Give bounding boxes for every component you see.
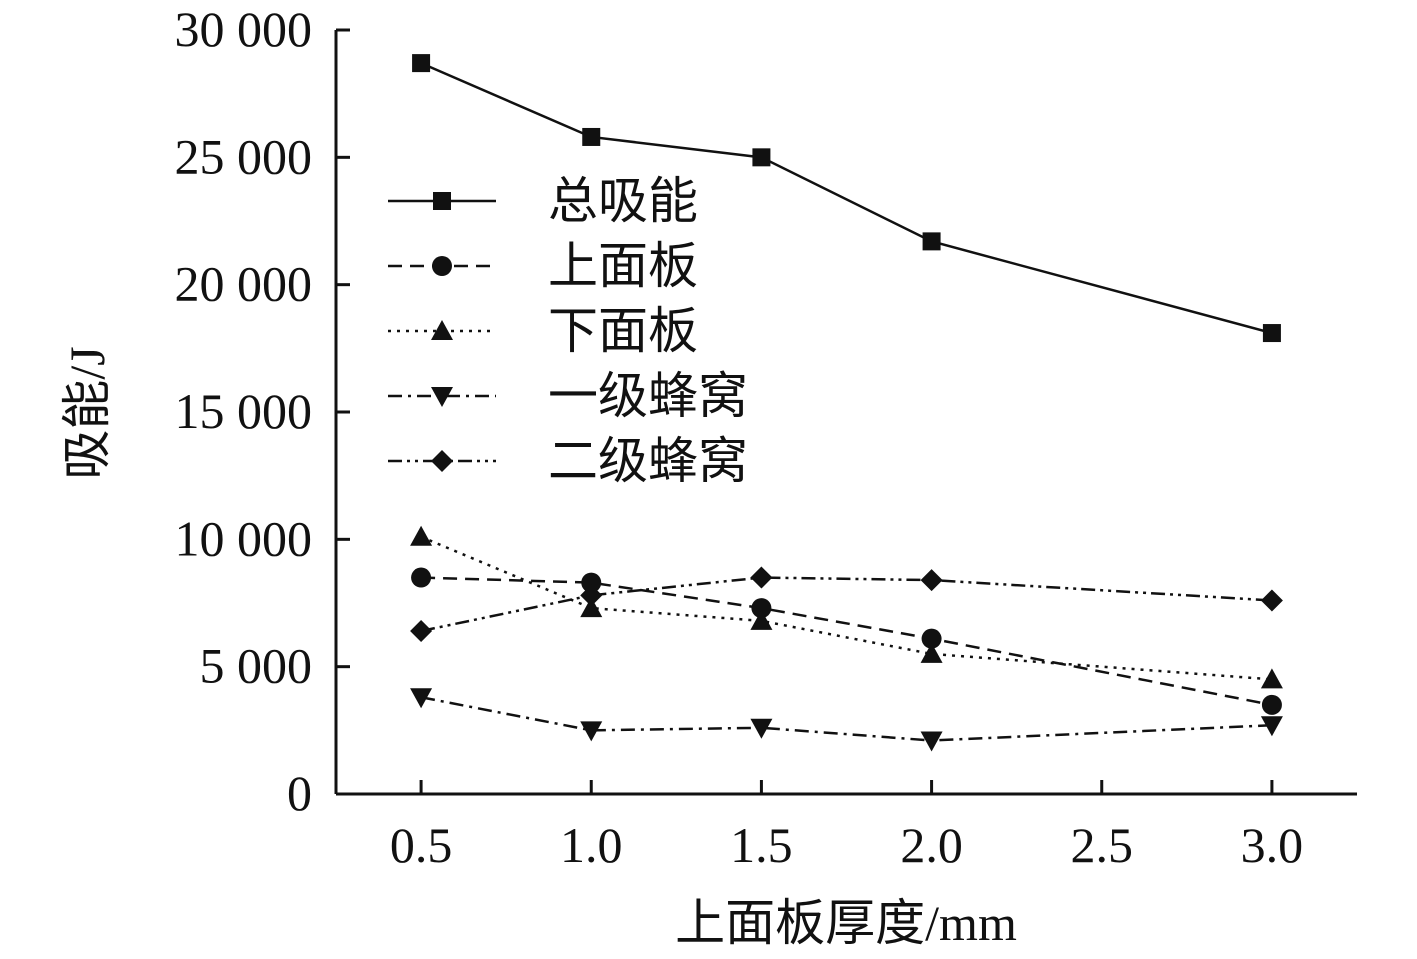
x-tick-label: 1.5 xyxy=(730,817,793,873)
y-tick-label: 10 000 xyxy=(175,510,313,566)
y-axis-title: 吸能/J xyxy=(59,346,115,479)
legend-item: 下面板 xyxy=(388,303,698,359)
data-point-triangle-up xyxy=(410,525,433,546)
data-point-square xyxy=(752,148,771,167)
data-point-triangle-up xyxy=(1260,668,1283,689)
data-point-square xyxy=(1262,324,1281,343)
legend-marker-triangle-up xyxy=(431,320,453,340)
data-point-circle xyxy=(751,598,772,619)
legend-label: 上面板 xyxy=(548,238,698,294)
data-point-triangle-down xyxy=(580,721,603,742)
legend-marker-triangle-down xyxy=(431,387,453,407)
legend-marker-diamond xyxy=(431,450,453,472)
data-point-circle xyxy=(581,572,602,593)
y-tick-label: 30 000 xyxy=(175,1,313,57)
legend-marker-circle xyxy=(432,256,452,276)
legend-item: 二级蜂窝 xyxy=(388,433,748,489)
data-point-diamond xyxy=(410,620,433,643)
data-point-triangle-down xyxy=(1260,716,1283,737)
series-2 xyxy=(411,567,1282,715)
legend-label: 下面板 xyxy=(548,303,698,359)
y-tick-label: 5 000 xyxy=(200,638,313,694)
data-point-diamond xyxy=(920,569,943,592)
series-line xyxy=(420,695,1272,742)
data-point-triangle-down xyxy=(410,688,433,709)
data-point-square xyxy=(412,54,431,73)
y-tick-label: 15 000 xyxy=(175,383,313,439)
y-tick-label: 25 000 xyxy=(175,128,313,184)
data-point-circle xyxy=(411,567,432,588)
y-tick-label: 20 000 xyxy=(175,256,313,312)
ticks: 0 5 000 10 000 15 000 20 000 25 000 30 000 0.5 1… xyxy=(175,1,1304,873)
legend-item: 上面板 xyxy=(388,238,698,294)
series-3 xyxy=(410,525,1283,689)
data-point-diamond xyxy=(1260,589,1283,612)
series-layer xyxy=(410,54,1283,752)
series-1 xyxy=(412,54,1281,343)
data-point-diamond xyxy=(750,566,773,589)
data-point-square xyxy=(922,232,941,251)
series-line xyxy=(421,576,1273,707)
legend-marker-square xyxy=(433,192,451,210)
legend-label: 二级蜂窝 xyxy=(548,433,748,489)
data-point-triangle-up xyxy=(580,597,603,618)
legend-item: 一级蜂窝 xyxy=(388,368,748,424)
y-tick-label: 0 xyxy=(287,765,312,821)
data-point-triangle-down xyxy=(920,731,943,752)
legend-label: 一级蜂窝 xyxy=(548,368,748,424)
x-axis-title: 上面板厚度/mm xyxy=(675,895,1017,951)
legend-label: 总吸能 xyxy=(548,173,698,229)
series-4 xyxy=(410,688,1283,752)
x-tick-label: 3.0 xyxy=(1241,817,1304,873)
x-tick-label: 1.0 xyxy=(560,817,623,873)
axes xyxy=(334,30,1357,796)
data-point-circle xyxy=(1261,694,1282,715)
x-tick-label: 2.5 xyxy=(1071,817,1134,873)
data-point-triangle-up xyxy=(920,642,943,663)
data-point-square xyxy=(582,127,601,146)
data-point-triangle-down xyxy=(750,718,773,739)
data-point-triangle-up xyxy=(750,609,773,630)
series-line xyxy=(420,535,1273,681)
x-tick-label: 2.0 xyxy=(900,817,963,873)
series-5 xyxy=(410,566,1283,643)
legend-item: 总吸能 xyxy=(388,173,698,229)
data-point-diamond xyxy=(580,584,603,607)
data-point-circle xyxy=(921,628,942,649)
x-tick-label: 0.5 xyxy=(390,817,453,873)
